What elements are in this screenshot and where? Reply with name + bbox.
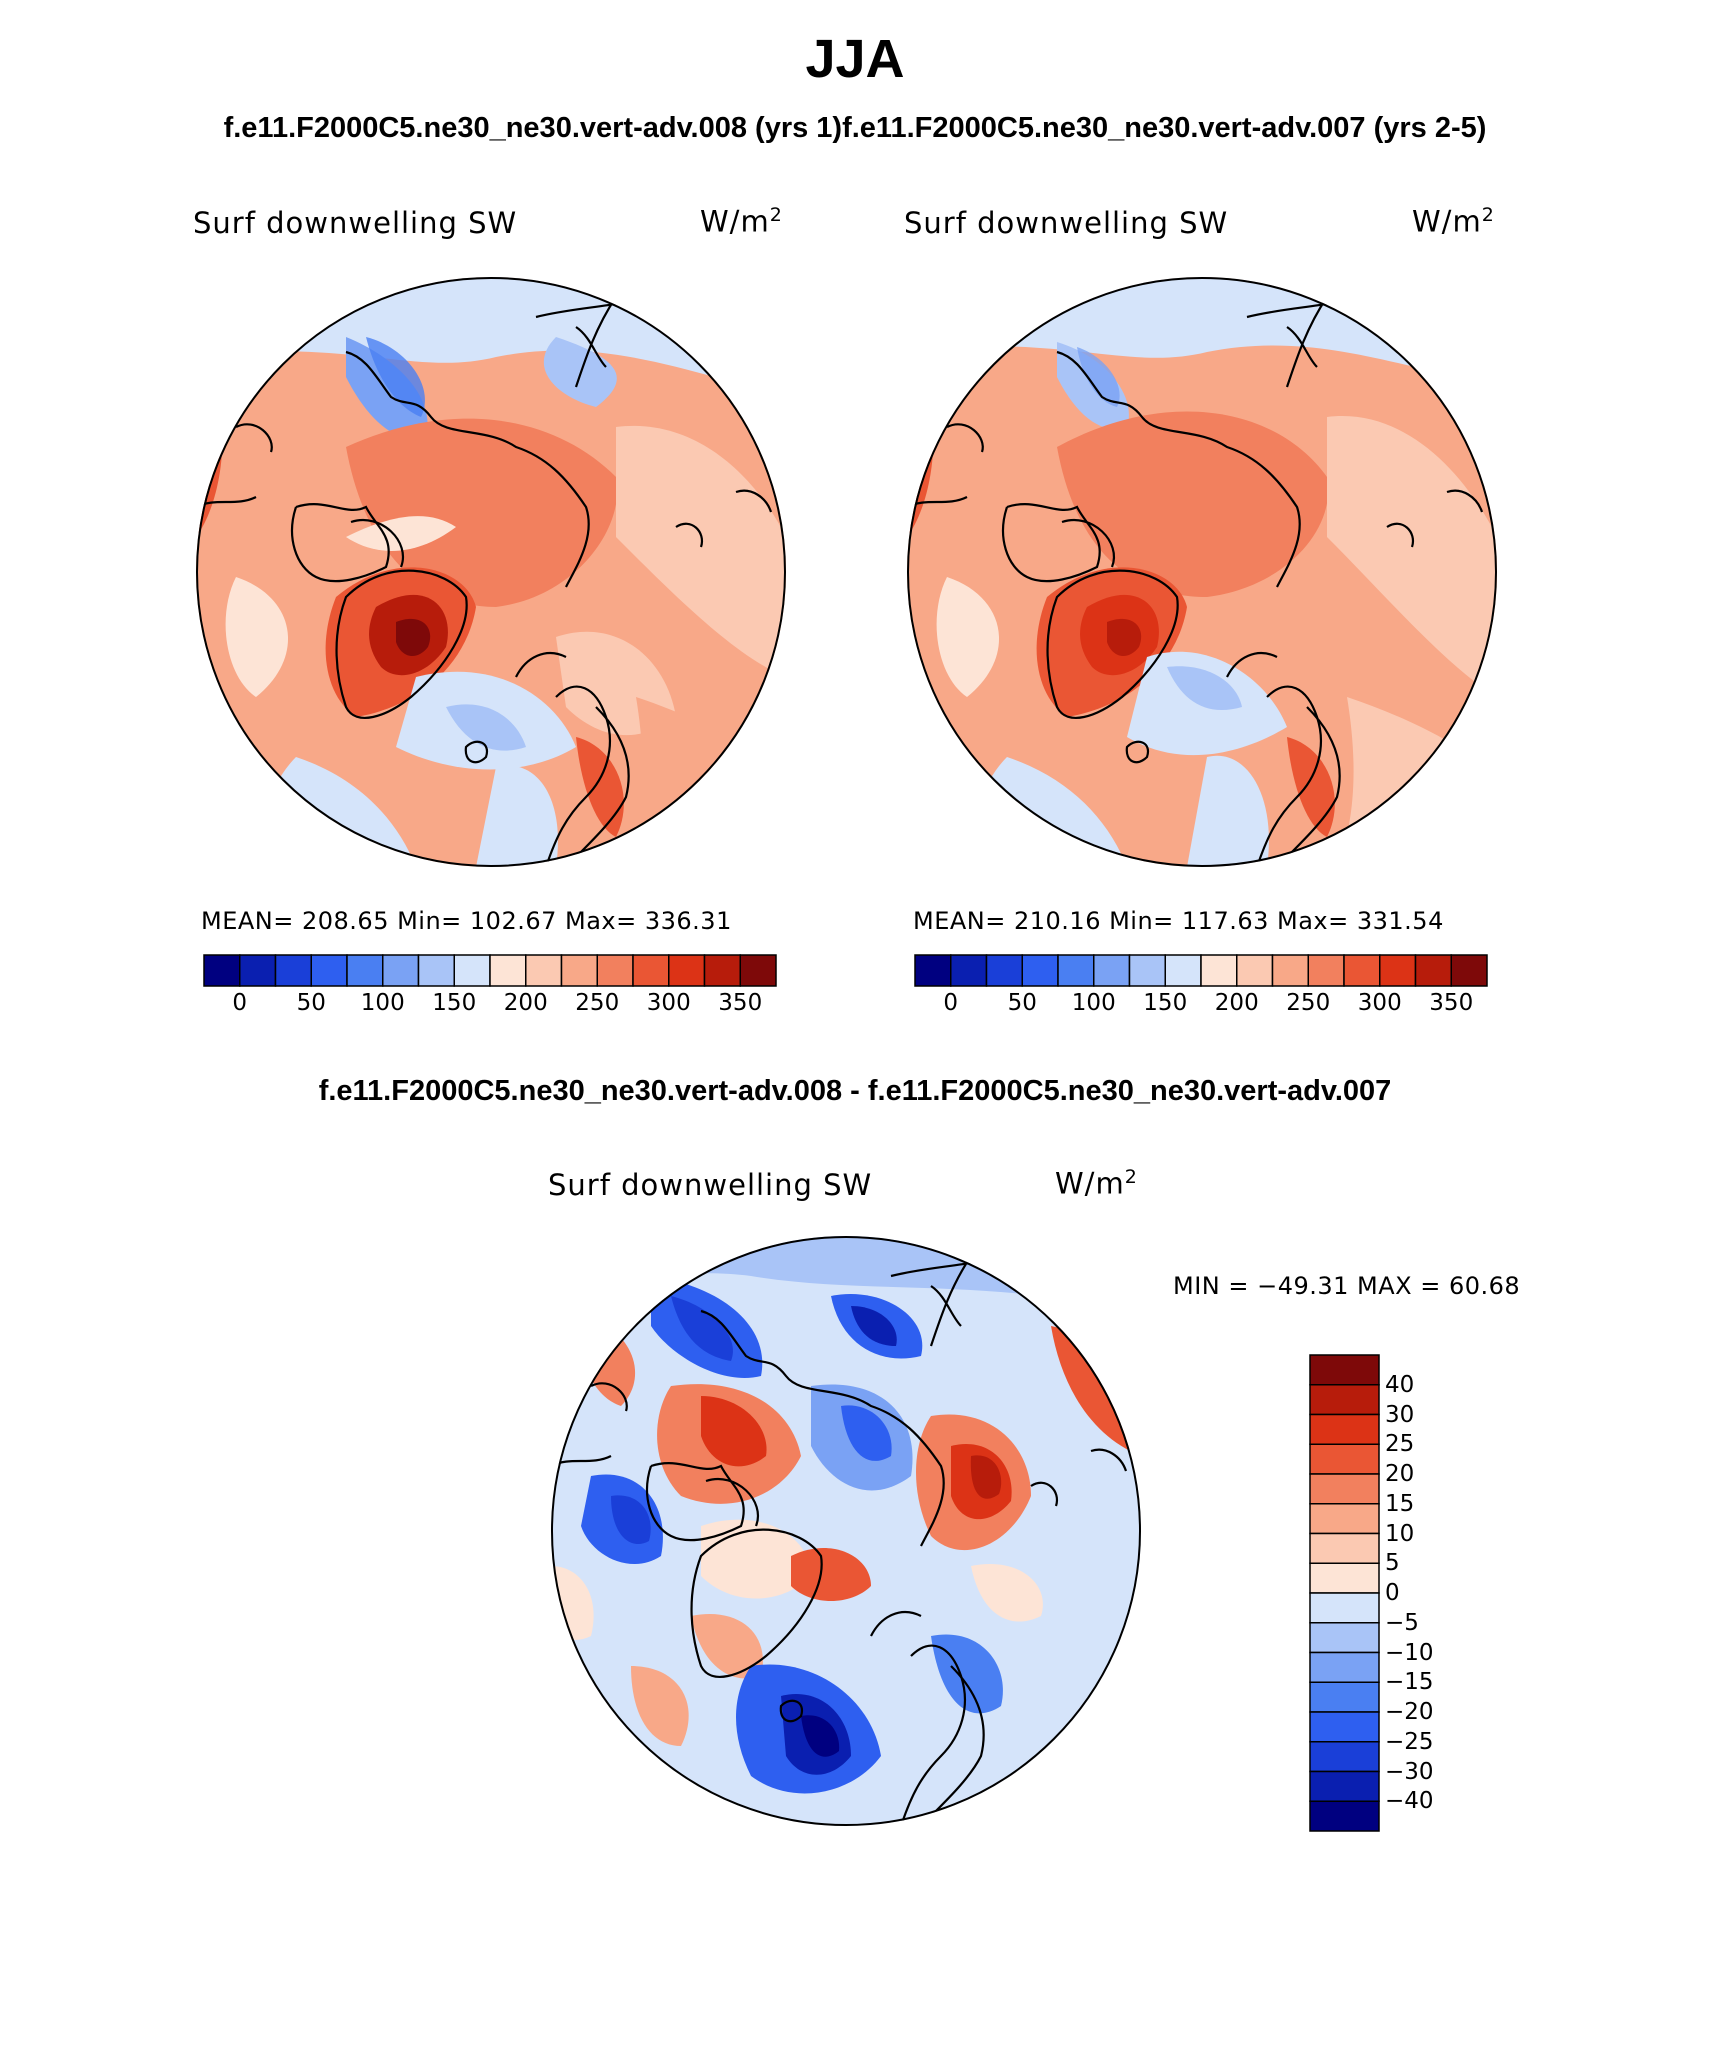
colorbar-panel2	[914, 954, 1488, 987]
colorbar-swatch	[1309, 1503, 1380, 1535]
colorbar-tick-label: 300	[1357, 990, 1402, 1016]
colorbar-swatch	[1309, 1592, 1380, 1624]
colorbar-swatch	[1309, 1473, 1380, 1505]
colorbar-swatch	[703, 954, 741, 987]
colorbar-panel1	[203, 954, 777, 987]
colorbar-swatch	[1379, 954, 1417, 987]
colorbar-tick-label: 0	[232, 990, 248, 1016]
colorbar-swatch	[1309, 1651, 1380, 1683]
colorbar-swatch	[346, 954, 384, 987]
colorbar-tick-label: 250	[575, 990, 620, 1016]
colorbar-swatch	[985, 954, 1023, 987]
colorbar-swatch	[1309, 1532, 1380, 1564]
colorbar-tick-label: 100	[360, 990, 405, 1016]
colorbar-swatch	[1309, 1413, 1380, 1445]
case-title-top: f.e11.F2000C5.ne30_ne30.vert-adv.008 (yr…	[223, 112, 1487, 144]
polar-map-diff	[551, 1236, 1141, 1826]
colorbar-swatch	[1057, 954, 1095, 987]
colorbar-tick-label: 20	[1385, 1461, 1415, 1487]
colorbar-tick-label: 0	[1385, 1580, 1400, 1606]
colorbar-swatch	[1093, 954, 1131, 987]
colorbar-swatch	[1309, 1622, 1380, 1654]
colorbar-swatch	[489, 954, 527, 987]
colorbar-swatch	[1200, 954, 1238, 987]
colorbar-tick-label: 15	[1385, 1490, 1415, 1517]
colorbar-tick-label: −10	[1385, 1639, 1434, 1666]
colorbar-swatch	[525, 954, 563, 987]
colorbar-tick-label: −5	[1385, 1609, 1419, 1636]
colorbar-tick-label: −30	[1385, 1758, 1434, 1785]
colorbar-swatch	[1309, 1354, 1380, 1386]
colorbar-swatch	[1450, 954, 1488, 987]
colorbar-tick-label: 10	[1385, 1520, 1415, 1547]
colorbar-swatch	[1309, 1800, 1380, 1832]
case-title-diff: f.e11.F2000C5.ne30_ne30.vert-adv.008 - f…	[318, 1075, 1392, 1107]
colorbar-swatch	[1309, 1741, 1380, 1773]
colorbar-swatch	[382, 954, 420, 987]
colorbar-swatch	[203, 954, 241, 987]
colorbar-swatch	[668, 954, 706, 987]
colorbar-swatch	[1309, 1681, 1380, 1713]
colorbar-swatch	[1343, 954, 1381, 987]
colorbar-tick-label: 0	[943, 990, 959, 1016]
colorbar-tick-label: 50	[1007, 990, 1037, 1016]
colorbar-swatch	[417, 954, 455, 987]
colorbar-swatch	[1414, 954, 1452, 987]
colorbar-tick-label: 150	[432, 990, 477, 1016]
colorbar-swatch	[1307, 954, 1345, 987]
panel2-variable-label: Surf downwelling SW	[904, 206, 1229, 240]
colorbar-swatch	[1164, 954, 1202, 987]
colorbar-swatch	[1309, 1562, 1380, 1594]
colorbar-tick-label: 300	[646, 990, 691, 1016]
diff-stats: MIN = −49.31 MAX = 60.68	[1173, 1272, 1521, 1300]
colorbar-tick-label: 350	[718, 990, 763, 1016]
colorbar-swatch	[239, 954, 277, 987]
colorbar-swatch	[274, 954, 312, 987]
colorbar-swatch	[1236, 954, 1274, 987]
panel2-units-label: W/m2	[1412, 204, 1495, 239]
panel2-stats: MEAN= 210.16 Min= 117.63 Max= 331.54	[913, 907, 1444, 935]
colorbar-tick-label: 250	[1286, 990, 1331, 1016]
colorbar-swatch	[1309, 1711, 1380, 1743]
colorbar-tick-label: 25	[1385, 1431, 1415, 1458]
colorbar-swatch	[1128, 954, 1166, 987]
colorbar-tick-label: −15	[1385, 1669, 1434, 1696]
colorbar-swatch	[560, 954, 598, 987]
polar-map-panel1	[196, 277, 786, 867]
colorbar-swatch	[1021, 954, 1059, 987]
colorbar-swatch	[950, 954, 988, 987]
colorbar-swatch	[1271, 954, 1309, 987]
colorbar-tick-label: 200	[503, 990, 548, 1016]
colorbar-swatch	[632, 954, 670, 987]
colorbar-tick-label: −40	[1385, 1788, 1434, 1815]
panel1-units-label: W/m2	[700, 204, 783, 239]
diff-units-label: W/m2	[1055, 1166, 1138, 1201]
colorbar-swatch	[596, 954, 634, 987]
diff-variable-label: Surf downwelling SW	[548, 1168, 873, 1202]
colorbar-swatch	[310, 954, 348, 987]
colorbar-tick-label: −20	[1385, 1699, 1434, 1725]
colorbar-tick-label: 150	[1143, 990, 1188, 1016]
colorbar-tick-label: 200	[1214, 990, 1259, 1016]
colorbar-swatch	[1309, 1443, 1380, 1475]
colorbar-swatch	[739, 954, 777, 987]
colorbar-tick-label: 100	[1071, 990, 1116, 1016]
colorbar-swatch	[1309, 1770, 1380, 1802]
colorbar-swatch	[453, 954, 491, 987]
colorbar-diff	[1309, 1354, 1380, 1832]
polar-map-panel2	[907, 277, 1497, 867]
colorbar-swatch	[1309, 1384, 1380, 1416]
panel1-variable-label: Surf downwelling SW	[193, 206, 518, 240]
colorbar-swatch	[914, 954, 952, 987]
colorbar-tick-label: 5	[1385, 1550, 1400, 1577]
panel1-stats: MEAN= 208.65 Min= 102.67 Max= 336.31	[201, 907, 732, 935]
colorbar-tick-label: 40	[1385, 1371, 1415, 1398]
colorbar-tick-label: 50	[296, 990, 326, 1016]
colorbar-tick-label: 350	[1429, 990, 1474, 1016]
colorbar-tick-label: 30	[1385, 1401, 1415, 1428]
colorbar-tick-label: −25	[1385, 1728, 1434, 1755]
figure-title: JJA	[805, 29, 905, 89]
